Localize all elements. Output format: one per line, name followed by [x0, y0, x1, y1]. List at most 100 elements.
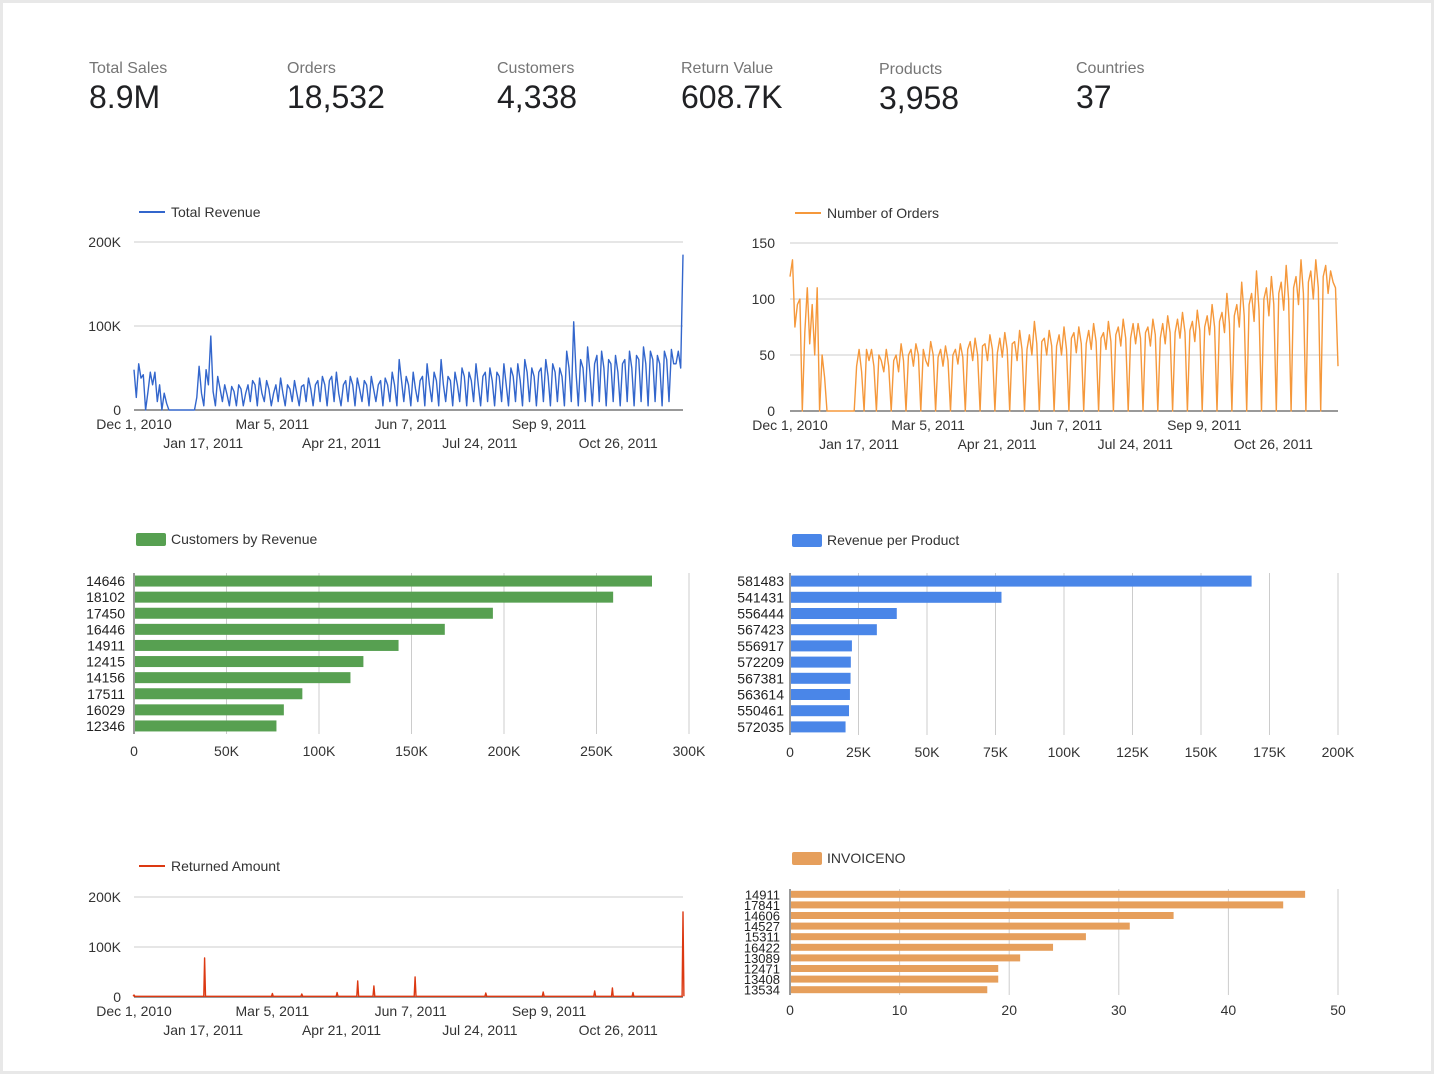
orders-x-tick-label: Oct 26, 2011 [1234, 436, 1313, 452]
customers-legend-swatch [136, 533, 166, 546]
customers-bar [135, 639, 399, 651]
returns-y-tick-label: 100K [88, 939, 121, 955]
invoiceno-legend-label: INVOICENO [827, 850, 906, 866]
customers-category-label: 18102 [86, 589, 125, 605]
returns-x-tick-label: Jun 7, 2011 [375, 1003, 447, 1019]
revenue-x-tick-label: Apr 21, 2011 [302, 435, 381, 451]
products-bar [791, 656, 851, 668]
returns-x-tick-label: Jan 17, 2011 [163, 1022, 243, 1038]
invoiceno-x-tick-label: 0 [786, 1002, 794, 1018]
customers-x-tick-label: 100K [303, 743, 336, 759]
revenue-x-tick-label: Jul 24, 2011 [442, 435, 517, 451]
invoiceno-category-label: 13089 [744, 951, 780, 966]
customers-bar [135, 672, 351, 684]
products-category-label: 541431 [737, 589, 784, 605]
customers-category-label: 16029 [86, 702, 125, 718]
returns-x-tick-label: Mar 5, 2011 [236, 1003, 310, 1019]
customers-category-label: 16446 [86, 621, 125, 637]
products-bar [791, 672, 851, 684]
products-category-label: 556917 [737, 638, 784, 654]
products-bar [791, 591, 1002, 603]
kpi-label: Total Sales [89, 60, 168, 77]
invoiceno-bar [791, 890, 1306, 898]
customers-x-tick-label: 50K [214, 743, 240, 759]
revenue-x-tick-label: Jun 7, 2011 [375, 416, 447, 432]
orders-y-tick-label: 100 [752, 291, 776, 307]
orders-x-tick-label: Dec 1, 2010 [752, 417, 828, 433]
revenue-x-tick-label: Sep 9, 2011 [512, 416, 587, 432]
orders-legend-label: Number of Orders [827, 205, 939, 221]
invoiceno-bar [791, 912, 1174, 919]
products-category-label: 572035 [737, 719, 784, 735]
invoiceno-category-label: 13408 [744, 972, 780, 987]
invoiceno-category-label: 17841 [744, 898, 780, 913]
products-category-label: 563614 [737, 687, 784, 703]
invoiceno-x-tick-label: 30 [1111, 1002, 1127, 1018]
products-legend-label: Revenue per Product [827, 532, 959, 548]
products-x-tick-label: 75K [983, 744, 1009, 760]
products-bar [791, 640, 852, 652]
customers-category-label: 14911 [87, 637, 125, 653]
products-x-tick-label: 0 [786, 744, 794, 760]
orders-y-tick-label: 50 [759, 347, 775, 363]
invoiceno-category-label: 13534 [744, 983, 780, 998]
revenue-legend-label: Total Revenue [171, 204, 261, 220]
returns-x-tick-label: Apr 21, 2011 [302, 1022, 381, 1038]
products-legend-swatch [792, 534, 822, 547]
customers-bar [135, 704, 284, 716]
invoiceno-legend-swatch [792, 852, 822, 865]
returns-x-tick-label: Jul 24, 2011 [442, 1022, 517, 1038]
orders-series-line [789, 259, 1339, 412]
products-x-tick-label: 100K [1048, 744, 1081, 760]
invoiceno-category-label: 12471 [744, 962, 780, 977]
invoiceno-x-tick-label: 50 [1330, 1002, 1346, 1018]
invoiceno-bar [791, 922, 1130, 930]
orders-x-tick-label: Jan 17, 2011 [819, 436, 899, 452]
invoiceno-category-label: 14911 [745, 887, 780, 902]
revenue-x-tick-label: Oct 26, 2011 [579, 435, 658, 451]
kpi-label: Return Value [681, 60, 774, 77]
customers-category-label: 17511 [87, 686, 125, 702]
orders-y-tick-label: 0 [767, 403, 775, 419]
returns-x-tick-label: Oct 26, 2011 [579, 1022, 658, 1038]
invoiceno-x-tick-label: 20 [1001, 1002, 1017, 1018]
kpi-value: 608.7K [681, 79, 783, 115]
customers-x-tick-label: 300K [673, 743, 706, 759]
returns-x-tick-label: Dec 1, 2010 [96, 1003, 172, 1019]
invoiceno-bar [791, 965, 999, 972]
products-category-label: 567423 [737, 622, 784, 638]
customers-bar [135, 623, 445, 635]
kpi-orders: Orders 18,532 [287, 60, 385, 114]
customers-x-tick-label: 150K [395, 743, 428, 759]
dashboard-page: Total Sales 8.9M Orders 18,532 Customers… [3, 3, 1431, 1071]
kpi-products: Products 3,958 [879, 61, 959, 115]
returns-series-line [132, 911, 685, 997]
revenue-y-tick-label: 100K [88, 318, 121, 334]
invoiceno-category-label: 15311 [745, 930, 780, 945]
customers-bar [135, 720, 277, 732]
products-bar [791, 575, 1252, 587]
revenue-y-tick-label: 0 [113, 402, 121, 418]
revenue-series-line [133, 254, 684, 411]
orders-y-tick-label: 150 [752, 235, 776, 251]
customers-bar [135, 607, 493, 619]
kpi-return-value: Return Value 608.7K [681, 60, 782, 114]
invoiceno-bar [791, 901, 1284, 909]
products-bar [791, 608, 897, 619]
kpi-countries: Countries 37 [1076, 60, 1144, 114]
orders-x-tick-label: Sep 9, 2011 [1167, 417, 1242, 433]
kpi-value: 3,958 [879, 80, 960, 116]
products-x-tick-label: 25K [846, 744, 872, 760]
returns-x-tick-label: Sep 9, 2011 [512, 1003, 587, 1019]
invoiceno-bar [791, 954, 1021, 962]
products-x-tick-label: 175K [1253, 744, 1286, 760]
kpi-value: 37 [1076, 79, 1112, 115]
customers-category-label: 12346 [86, 718, 125, 734]
kpi-label: Products [879, 61, 943, 78]
kpi-value: 18,532 [287, 79, 385, 115]
orders-x-tick-label: Apr 21, 2011 [958, 436, 1037, 452]
customers-category-label: 14646 [86, 573, 125, 589]
revenue-x-tick-label: Jan 17, 2011 [163, 435, 243, 451]
revenue-y-tick-label: 200K [88, 234, 121, 250]
customers-x-tick-label: 200K [488, 743, 521, 759]
